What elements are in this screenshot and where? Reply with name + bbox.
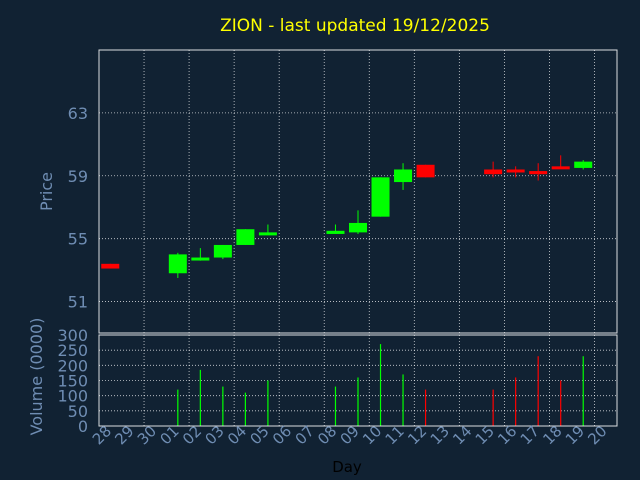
grid-lines <box>99 50 617 426</box>
candle-body <box>191 257 210 261</box>
volume-bar <box>244 392 246 426</box>
volume-bar <box>515 377 517 426</box>
volume-frame <box>98 334 618 427</box>
candle-body <box>168 254 187 274</box>
volume-bar <box>402 374 404 426</box>
volume-panel <box>177 344 584 426</box>
candle-body <box>326 230 345 234</box>
candle-body <box>371 177 390 217</box>
volume-tick-label: 100 <box>57 387 88 406</box>
chart-title: ZION - last updated 19/12/2025 <box>220 16 490 36</box>
volume-bar <box>424 389 427 426</box>
price-tick-label: 59 <box>68 167 88 186</box>
volume-tick-label: 250 <box>57 341 88 360</box>
volume-axis-label: Volume (0000) <box>27 318 46 436</box>
volume-tick-label: 300 <box>57 326 88 345</box>
candle-body <box>258 232 277 236</box>
candle-body <box>236 229 255 245</box>
volume-bar <box>357 377 359 426</box>
candle-body <box>574 161 593 168</box>
volume-bar <box>199 369 201 426</box>
volume-bar <box>177 389 179 426</box>
volume-bar <box>267 380 269 426</box>
price-frame <box>98 49 618 334</box>
candle-body <box>101 263 120 269</box>
volume-tick-label: 50 <box>68 402 88 421</box>
candle-body <box>484 169 503 175</box>
volume-tick-label: 150 <box>57 372 88 391</box>
volume-bar <box>222 386 224 426</box>
x-axis-label: Day <box>332 458 362 476</box>
candle-body <box>506 169 525 173</box>
candle-body <box>394 169 413 183</box>
volume-tick-label: 200 <box>57 356 88 375</box>
candle-body <box>529 171 548 175</box>
price-tick-label: 51 <box>68 293 88 312</box>
volume-bar <box>560 380 562 426</box>
volume-bar <box>379 344 382 426</box>
volume-bar <box>582 356 584 426</box>
volume-bar <box>334 386 337 426</box>
price-tick-label: 63 <box>68 104 88 123</box>
price-panel <box>101 155 593 278</box>
candle-body <box>551 166 570 170</box>
candle-body <box>416 164 435 178</box>
candle-body <box>348 222 368 233</box>
volume-bar <box>492 389 494 426</box>
volume-tick-label: 0 <box>78 417 88 436</box>
price-axis-label: Price <box>37 172 56 211</box>
volume-bar <box>537 356 539 426</box>
price-tick-label: 55 <box>68 230 88 249</box>
candle-body <box>213 244 232 258</box>
